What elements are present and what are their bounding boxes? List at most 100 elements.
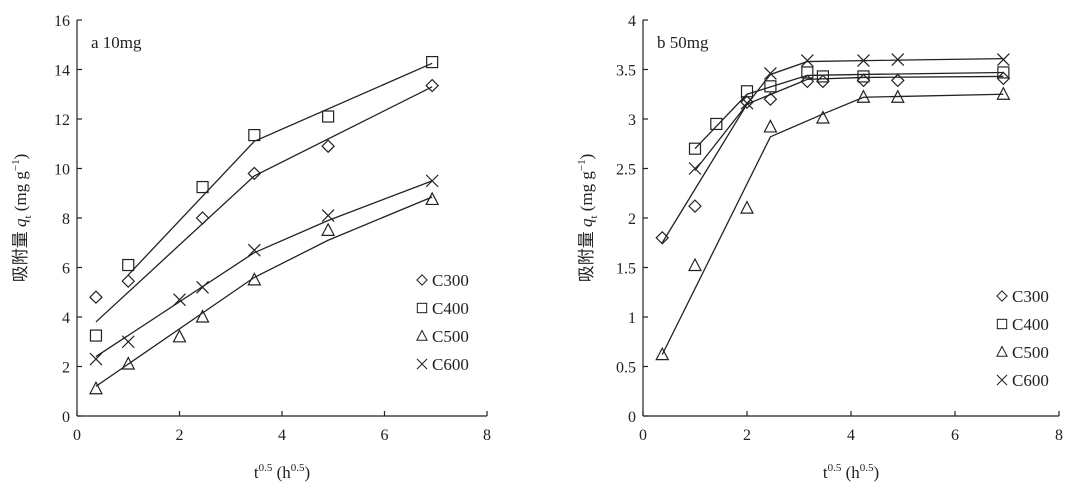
- legend-label-c300: C300: [1012, 287, 1049, 306]
- series-c600: [688, 53, 1010, 175]
- legend-marker-c300: [416, 274, 428, 286]
- legend-item-c600: C600: [996, 371, 1049, 390]
- fit-line-c500: [661, 93, 1004, 355]
- x-axis-title: t0.5 (h0.5): [823, 462, 879, 482]
- series-c300: [655, 71, 1011, 245]
- legend-item-c300: C300: [416, 271, 469, 290]
- data-point-c600: [425, 174, 439, 188]
- legend-label-c400: C400: [1012, 315, 1049, 334]
- legend-marker-c500: [996, 345, 1008, 357]
- legend-marker-c600: [416, 358, 428, 370]
- y-tick-label: 12: [54, 112, 70, 129]
- series-c400: [89, 55, 439, 342]
- data-point-c300: [816, 74, 830, 89]
- data-point-c300: [688, 199, 702, 213]
- series-c300: [89, 78, 440, 323]
- x-tick-label: 2: [743, 427, 751, 444]
- data-point-c600: [688, 162, 702, 175]
- data-point-c500: [763, 119, 778, 133]
- x-tick-label: 6: [381, 427, 389, 444]
- data-point-c400: [710, 117, 723, 131]
- legend-marker-c500: [416, 329, 428, 341]
- y-axis-title: 吸附量 qt (mg g−1): [576, 154, 600, 283]
- data-point-c400: [122, 258, 135, 272]
- data-point-c300: [655, 230, 670, 245]
- legend-item-c600: C600: [416, 355, 469, 374]
- y-tick-label: 3: [628, 112, 636, 129]
- data-point-c300: [89, 290, 103, 305]
- y-tick-label: 2: [628, 211, 636, 228]
- x-tick-label: 8: [483, 427, 491, 444]
- series-c600: [89, 174, 439, 366]
- legend-label-c400: C400: [432, 299, 469, 318]
- data-point-c600: [121, 335, 135, 349]
- data-point-c600: [800, 54, 814, 68]
- legend-marker-c400: [416, 302, 428, 314]
- legend-marker-group: [996, 374, 1008, 386]
- data-point-c600: [763, 67, 777, 80]
- data-point-c400: [764, 80, 777, 93]
- data-point-c300: [247, 166, 262, 181]
- data-point-c400: [997, 66, 1010, 79]
- fit-line-c300: [661, 75, 1004, 244]
- data-point-c400: [322, 110, 335, 123]
- data-point-c600: [196, 280, 209, 294]
- data-point-c500: [247, 272, 262, 286]
- fit-line-c600: [95, 180, 433, 358]
- legend-marker-group: [416, 274, 428, 286]
- data-point-c300: [996, 71, 1011, 86]
- x-tick-label: 8: [1055, 427, 1063, 444]
- series-c400: [688, 66, 1010, 155]
- legend-item-c500: C500: [416, 327, 469, 346]
- data-point-c400: [816, 70, 830, 83]
- legend: C300 C400 C500 C600: [996, 287, 1049, 390]
- data-point-c500: [856, 89, 871, 103]
- legend-label-c300: C300: [432, 271, 469, 290]
- x-tick-label: 2: [176, 427, 184, 444]
- data-point-c500: [321, 222, 336, 236]
- data-point-c400: [248, 128, 261, 142]
- data-point-c500: [88, 380, 103, 395]
- y-tick-label: 2.5: [616, 162, 636, 179]
- y-tick-label: 1: [628, 310, 636, 327]
- data-point-c600: [740, 96, 754, 110]
- x-tick-label: 0: [639, 427, 647, 444]
- data-point-c300: [763, 92, 778, 107]
- legend-label-c600: C600: [1012, 371, 1049, 390]
- data-point-c300: [800, 74, 815, 89]
- data-point-c400: [89, 329, 103, 342]
- data-point-c400: [196, 180, 209, 194]
- legend-marker-group: [996, 318, 1008, 330]
- legend-marker-group: [416, 302, 428, 314]
- data-point-c300: [425, 78, 440, 93]
- data-point-c400: [688, 142, 702, 155]
- legend-marker-c400: [996, 318, 1008, 330]
- data-point-c500: [740, 200, 754, 214]
- x-tick-label: 4: [847, 427, 855, 444]
- legend-marker-group: [416, 329, 428, 341]
- data-point-c300: [121, 274, 136, 288]
- legend-item-c300: C300: [996, 287, 1049, 306]
- y-tick-label: 14: [54, 63, 70, 80]
- y-tick-label: 0: [62, 409, 70, 426]
- y-tick-label: 1.5: [616, 261, 636, 278]
- y-tick-label: 10: [54, 162, 70, 179]
- legend-item-c400: C400: [996, 315, 1049, 334]
- panel-label: a 10mg: [91, 33, 142, 52]
- legend-marker-group: [416, 358, 428, 370]
- data-point-c600: [247, 243, 261, 257]
- y-tick-label: 0.5: [616, 360, 636, 377]
- y-tick-label: 3.5: [616, 63, 636, 80]
- data-point-c500: [996, 86, 1011, 100]
- data-point-c600: [857, 54, 870, 68]
- series-c500: [88, 191, 440, 395]
- data-point-c400: [857, 70, 870, 83]
- data-point-c300: [890, 73, 905, 88]
- data-point-c600: [173, 293, 186, 307]
- legend-item-c500: C500: [996, 343, 1049, 362]
- data-point-c500: [815, 110, 830, 124]
- series-c500: [655, 86, 1011, 361]
- y-tick-label: 4: [62, 310, 70, 327]
- y-tick-label: 0: [628, 409, 636, 426]
- legend-label-c500: C500: [432, 327, 469, 346]
